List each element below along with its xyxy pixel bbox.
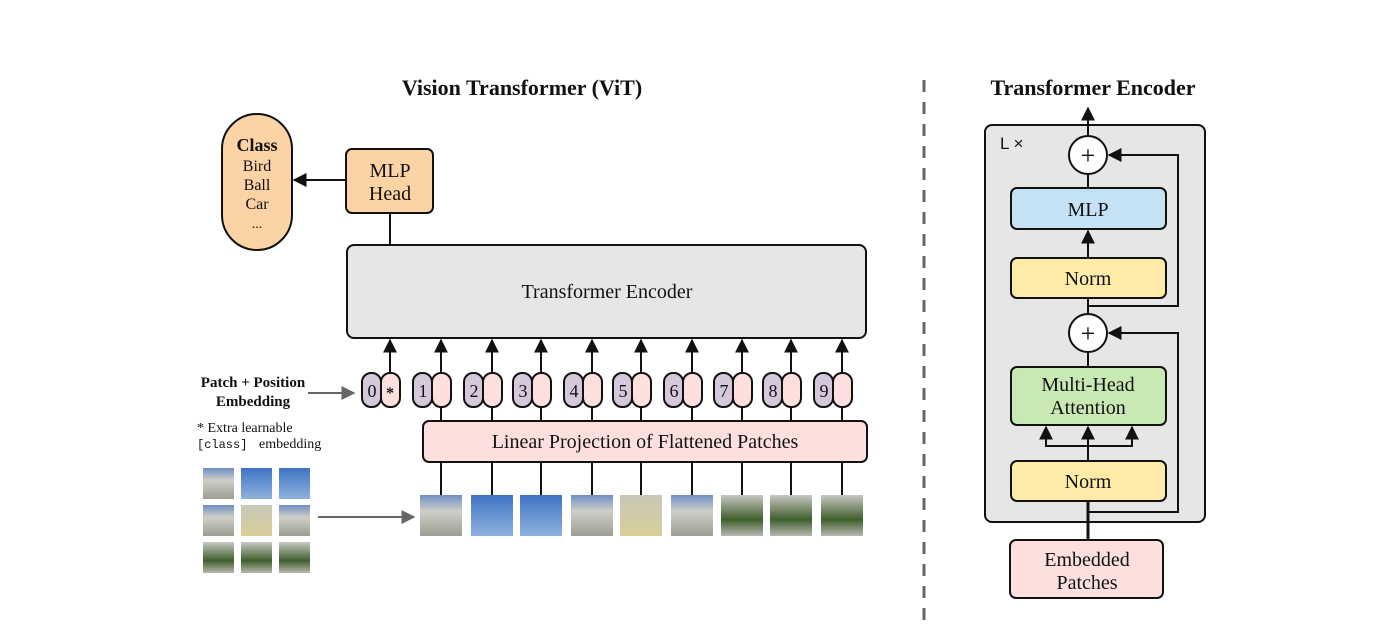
token-8: 8: [762, 338, 802, 421]
mlp-head: MLP Head: [345, 148, 434, 214]
embedding-label: Embedding: [216, 394, 291, 410]
class-item: Ball: [244, 177, 271, 194]
norm-label: Norm: [1065, 268, 1112, 290]
class-item: Bird: [243, 158, 271, 175]
footnote-code: [class]: [197, 438, 247, 452]
vit-title: Vision Transformer (ViT): [402, 75, 642, 100]
image-patch: [241, 468, 272, 499]
position-index: 4: [570, 381, 579, 401]
position-index: 0: [368, 381, 377, 401]
token-5: 5: [612, 338, 652, 421]
plus-label: +: [1081, 141, 1096, 170]
token-0: 0 *: [361, 338, 401, 408]
embedding-label: Patch + Position: [201, 375, 306, 391]
token-7: 7: [713, 338, 753, 421]
image-patch-grid: [203, 468, 310, 573]
embedded-patches-label: Embedded: [1044, 549, 1130, 571]
mlp-block: [1010, 187, 1167, 230]
image-patch: [279, 468, 310, 499]
image-patch: [520, 495, 562, 536]
mlp-head-line1: MLP: [369, 160, 410, 182]
mha-label: Attention: [1050, 397, 1126, 419]
residual-connection: [1088, 148, 1179, 307]
patch-embedding: [631, 372, 652, 408]
image-patch: [241, 505, 272, 536]
token-4: 4: [563, 338, 603, 421]
token-9: 9: [813, 338, 853, 421]
patch-embedding: [682, 372, 703, 408]
token-3: 3: [512, 338, 552, 421]
image-patch: [241, 542, 272, 573]
image-patch: [203, 505, 234, 536]
token-1: 1: [412, 338, 452, 421]
image-patch: [279, 542, 310, 573]
patch-embedding: [832, 372, 853, 408]
token-sequence: 0 * 1 2 3 4 5 6 7 8 9: [361, 338, 853, 421]
image-patch: [203, 468, 234, 499]
patch-sequence: [420, 462, 863, 536]
image-patch: [770, 495, 812, 536]
mha-label: Multi-Head: [1041, 374, 1134, 396]
patch-embedding: [380, 372, 401, 408]
position-index: 5: [619, 381, 628, 401]
position-index: 6: [670, 381, 679, 401]
class-title: Class: [236, 135, 277, 155]
patch-embedding: [781, 372, 802, 408]
position-index: 7: [720, 381, 729, 401]
mlp-label: MLP: [1067, 199, 1108, 221]
image-patch: [279, 505, 310, 536]
embedded-patches-block: [1009, 539, 1164, 599]
image-patch: [420, 495, 462, 536]
footnote: embedding: [259, 437, 321, 452]
image-patch: [571, 495, 613, 536]
position-index: 8: [769, 381, 778, 401]
footnote: * Extra learnable: [197, 421, 293, 436]
multi-head-attention-block: [1010, 366, 1167, 426]
transformer-encoder-block: Transformer Encoder: [346, 244, 867, 339]
image-patch: [671, 495, 713, 536]
patch-embedding: [431, 372, 452, 408]
token-2: 2: [463, 338, 503, 421]
class-item: ...: [252, 217, 263, 232]
patch-embedding: [482, 372, 503, 408]
linear-projection: Linear Projection of Flattened Patches: [422, 420, 868, 463]
token-6: 6: [663, 338, 703, 421]
embedded-patches-label: Patches: [1056, 572, 1117, 594]
mlp-head-line2: Head: [369, 183, 411, 205]
position-index: 2: [470, 381, 479, 401]
encoder-label: Transformer Encoder: [522, 281, 693, 303]
patch-embedding: [531, 372, 552, 408]
patch-embedding: [582, 372, 603, 408]
class-item: Car: [245, 196, 269, 213]
image-patch: [471, 495, 513, 536]
position-index: 3: [519, 381, 528, 401]
residual-connection: [1088, 326, 1179, 513]
position-index: 9: [820, 381, 829, 401]
position-index: 1: [419, 381, 428, 401]
class-output: Class Bird Ball Car ...: [221, 113, 293, 251]
norm-label: Norm: [1065, 471, 1112, 493]
image-patch: [821, 495, 863, 536]
class-token-mark: *: [386, 385, 394, 402]
encoder-title: Transformer Encoder: [990, 75, 1195, 100]
image-patch: [203, 542, 234, 573]
patch-embedding: [732, 372, 753, 408]
linear-projection-label: Linear Projection of Flattened Patches: [492, 431, 799, 453]
plus-label: +: [1081, 319, 1096, 348]
image-patch: [721, 495, 763, 536]
image-patch: [620, 495, 662, 536]
repeat-label: L ×: [1000, 134, 1023, 153]
